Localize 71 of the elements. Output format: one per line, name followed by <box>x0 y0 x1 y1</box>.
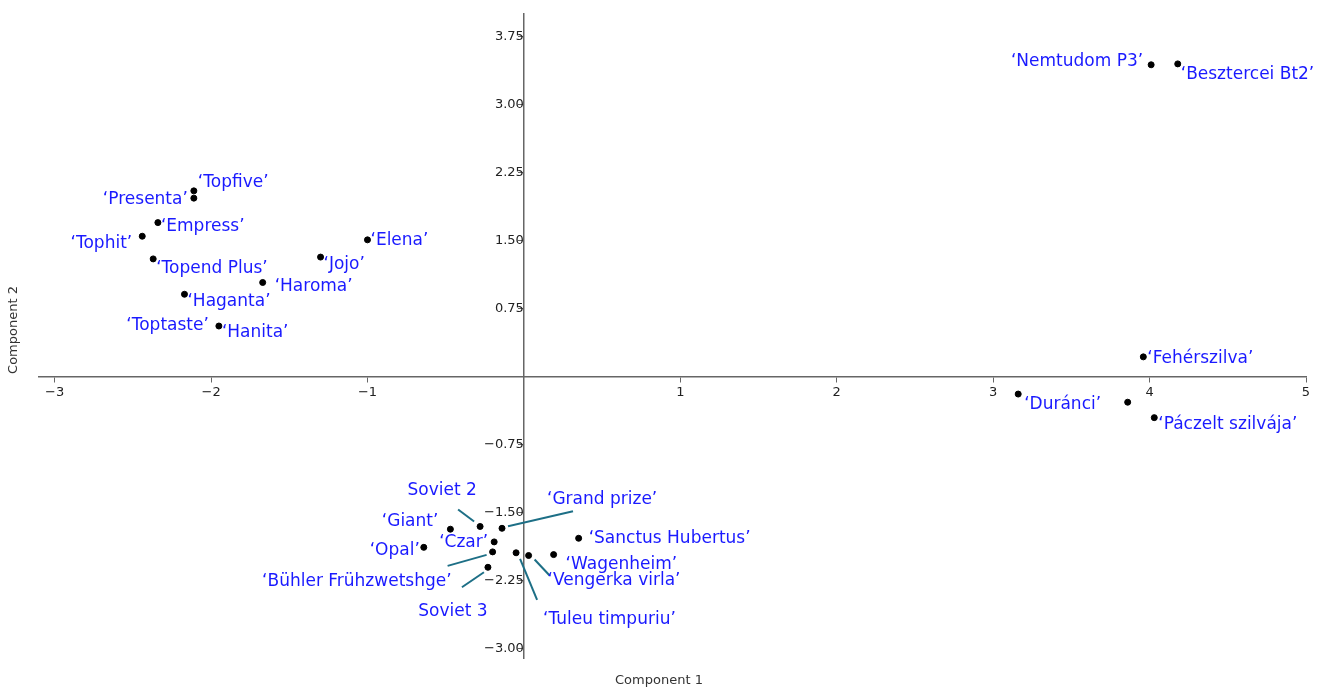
y-axis-title: Component 2 <box>4 286 20 374</box>
point <box>190 194 198 202</box>
y-tick-label: 1.50 <box>494 232 524 248</box>
annotation: ‘Grand prize’ <box>547 487 658 508</box>
annotation: ‘Besztercei Bt2’ <box>1180 63 1315 84</box>
point <box>446 525 454 533</box>
y-tick-label: −1.50 <box>484 504 524 520</box>
point <box>550 551 558 559</box>
point <box>498 524 506 532</box>
point <box>525 552 533 559</box>
annotation: ‘Páczelt szilvája’ <box>1158 413 1298 434</box>
annotation: ‘Nemtudom P3’ <box>1010 50 1144 71</box>
y-tick-label: 3.00 <box>494 96 524 112</box>
annotation: ‘Topend Plus’ <box>156 257 268 278</box>
annotation: ‘Jojo’ <box>323 252 365 273</box>
x-tick-label: −3 <box>45 383 65 399</box>
y-tick-label: 3.75 <box>494 28 524 44</box>
annotation: ‘Tuleu timpuriu’ <box>543 608 676 629</box>
y-tick-label: 0.75 <box>494 300 524 316</box>
x-tick-label: 4 <box>1145 383 1154 399</box>
y-tick-label: 2.25 <box>494 164 524 180</box>
annotation: ‘Duránci’ <box>1024 393 1102 414</box>
point <box>476 522 484 530</box>
point <box>138 232 146 240</box>
annotation: ‘Giant’ <box>381 509 439 530</box>
point <box>215 322 223 330</box>
annotation: ‘Toptaste’ <box>126 314 209 335</box>
point <box>363 236 371 244</box>
x-tick-label: 2 <box>832 383 841 399</box>
point <box>484 563 492 571</box>
point <box>154 219 162 227</box>
point <box>1150 414 1158 422</box>
point <box>180 290 188 298</box>
annotation: ‘Czar’ <box>439 531 489 552</box>
point <box>1147 61 1155 69</box>
point <box>149 255 157 263</box>
annotation: ‘Haroma’ <box>274 274 353 295</box>
annotation: ‘Empress’ <box>160 215 245 236</box>
point <box>1014 390 1022 398</box>
x-tick-label: 3 <box>989 383 998 399</box>
annotation: ‘Bühler Frühzwetshge’ <box>262 570 452 591</box>
point <box>420 543 428 551</box>
y-tick-label: −0.75 <box>484 436 524 452</box>
y-tick-label: −2.25 <box>484 572 524 588</box>
x-tick-label: 5 <box>1301 383 1311 399</box>
annotation: ‘Topfive’ <box>197 171 269 192</box>
annotation: ‘Tophit’ <box>70 231 133 252</box>
annotation: ‘Fehérszilva’ <box>1147 347 1254 368</box>
annotation: ‘Opal’ <box>369 538 420 559</box>
x-tick-label: 1 <box>676 383 685 399</box>
annotation: Soviet 3 <box>418 599 488 620</box>
point <box>317 253 325 261</box>
point <box>1174 60 1182 68</box>
point <box>512 549 520 557</box>
annotation: Soviet 2 <box>407 478 477 499</box>
point <box>575 534 583 542</box>
x-tick-label: −2 <box>201 383 221 399</box>
annotation: ‘Hanita’ <box>221 321 289 342</box>
annotation: ‘Presenta’ <box>102 187 188 208</box>
y-tick-label: −3.00 <box>484 640 524 656</box>
point <box>190 187 198 195</box>
point <box>1124 398 1132 406</box>
x-axis-title: Component 1 <box>614 672 704 687</box>
point <box>490 538 498 546</box>
x-tick-label: −1 <box>357 383 378 399</box>
point <box>259 278 267 286</box>
point <box>1139 353 1147 361</box>
annotation: ‘Haganta’ <box>187 289 271 310</box>
annotation: ‘Elena’ <box>370 229 429 250</box>
point <box>489 548 497 556</box>
annotation: ‘Sanctus Hubertus’ <box>588 526 751 547</box>
